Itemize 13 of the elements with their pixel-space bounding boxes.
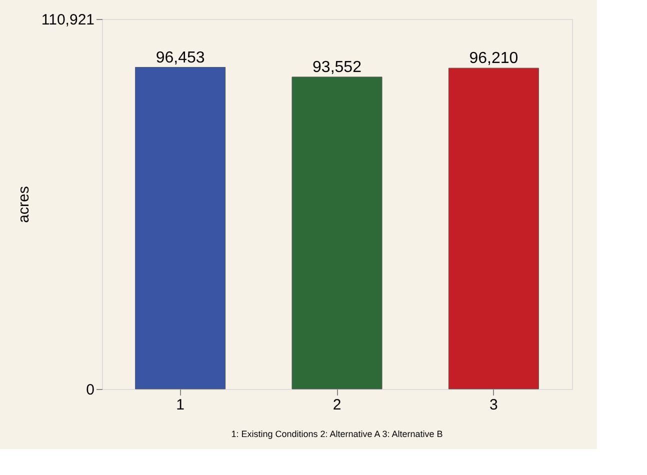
bar bbox=[448, 68, 539, 390]
y-tick-label: 110,921 bbox=[41, 12, 94, 28]
x-tick-label: 1 bbox=[176, 396, 185, 414]
y-axis-title: acres bbox=[15, 186, 32, 223]
data-label: 96,210 bbox=[469, 50, 518, 68]
data-label: 96,453 bbox=[156, 49, 205, 66]
bar bbox=[135, 67, 226, 390]
data-label: 93,552 bbox=[312, 58, 362, 76]
bar bbox=[292, 76, 382, 390]
x-tick-label: 2 bbox=[332, 396, 342, 414]
text: 1: Existing Conditions 2: Alternative A 3: Alternative B bbox=[231, 429, 443, 439]
x-tick-label: 3 bbox=[489, 396, 498, 414]
y-tick-label: 0 bbox=[86, 382, 94, 398]
